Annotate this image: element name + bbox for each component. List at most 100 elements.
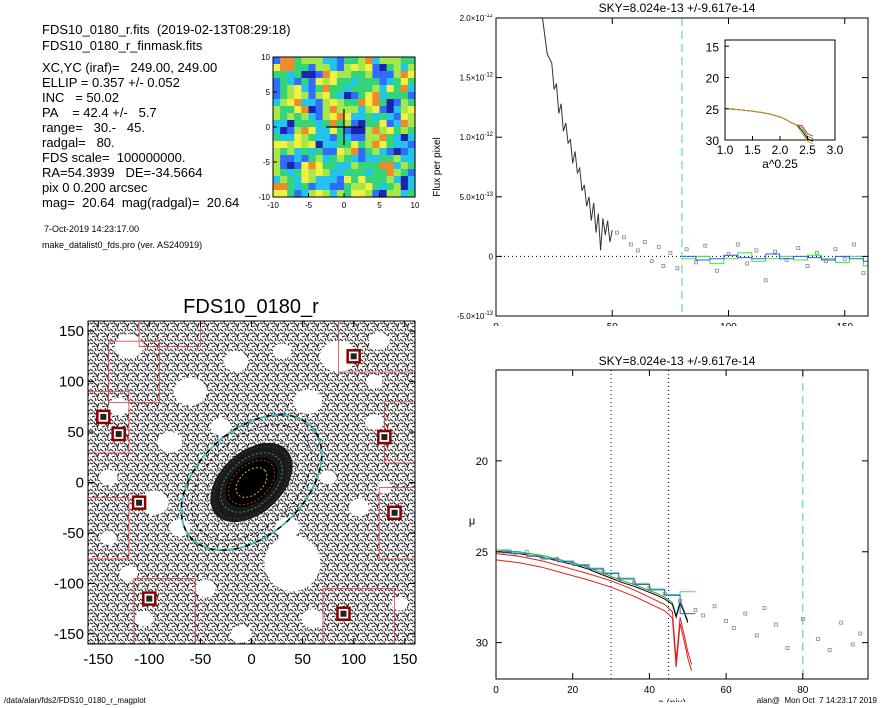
mu-xtick-label: 80 <box>797 685 809 696</box>
heatmap-cell <box>273 127 281 135</box>
heatmap-cell <box>400 120 409 128</box>
heatmap-cell <box>407 113 416 121</box>
heatmap-cell <box>407 155 416 163</box>
image-xtick-label: -50 <box>190 651 212 668</box>
flux-ytick-mantissa: 1.5×10 <box>460 74 485 83</box>
heatmap-cell <box>329 176 338 184</box>
heatmap-cell <box>407 148 416 156</box>
heatmap-cell <box>322 99 331 107</box>
flux-data-point <box>656 244 661 249</box>
heatmap-cell <box>308 141 317 149</box>
heatmap-cell <box>386 92 395 100</box>
heatmap-cell <box>280 155 288 163</box>
heatmap-cell <box>351 106 359 114</box>
mu-upper-bound-2 <box>495 559 693 671</box>
mask-hole <box>369 332 390 350</box>
heatmap-cell <box>280 169 288 177</box>
flux-data-point <box>735 242 740 247</box>
heatmap-cell <box>329 134 338 142</box>
mask-hole <box>114 334 144 359</box>
heatmap-cell <box>407 71 416 79</box>
heatmap-cell <box>308 64 317 72</box>
heatmap-cell <box>344 176 352 184</box>
heatmap-cell <box>336 183 345 191</box>
isophote-ellipse <box>213 445 290 520</box>
inset-xtick-label: 2.5 <box>799 143 816 157</box>
heatmap-cell <box>407 85 416 93</box>
image-ytick-label: -50 <box>62 525 84 542</box>
heatmap-cell <box>287 64 295 72</box>
heatmap-cell <box>308 134 317 142</box>
heatmap-cell <box>322 113 331 121</box>
heatmap-cell <box>287 148 295 156</box>
heatmap-cell <box>372 162 381 170</box>
heatmap-cell <box>358 120 366 128</box>
heatmap-cell <box>336 169 345 177</box>
mask-hole <box>272 343 292 360</box>
heatmap-cell <box>301 71 310 79</box>
image-xtick-label: -100 <box>134 651 164 668</box>
heatmap-cell <box>358 113 366 121</box>
heatmap-cell <box>329 120 338 128</box>
heatmap-cell <box>273 113 281 121</box>
flux-xtick-label: 100 <box>720 322 737 326</box>
image-xtick-label: 150 <box>392 651 417 668</box>
mu-data-point <box>662 591 667 596</box>
heatmap-cell <box>379 120 388 128</box>
heatmap-cell <box>322 183 331 191</box>
heatmap-cell <box>393 92 402 100</box>
heatmap-cell <box>344 71 352 79</box>
mask-hole <box>348 499 370 517</box>
heatmap-cell <box>407 120 416 128</box>
heatmap-cell <box>315 190 324 198</box>
mask-box <box>108 340 160 403</box>
heatmap-cell <box>351 85 359 93</box>
heatmap-cell <box>400 106 409 114</box>
flux-chart-title: SKY=8.024e-13 +/-9.617e-14 <box>598 1 756 15</box>
heatmap-cell <box>365 155 373 163</box>
heatmap-cell <box>379 57 388 65</box>
image-xtick-label: 100 <box>341 651 366 668</box>
heatmap-cell <box>393 148 402 156</box>
param-mag: mag= 20.64 mag(radgal)= 20.64 <box>42 195 240 210</box>
heatmap-cell <box>322 169 331 177</box>
heatmap-cell <box>308 155 317 163</box>
heatmap-cell <box>344 64 352 72</box>
heatmap-cell <box>407 64 416 72</box>
flux-data-point <box>661 264 666 268</box>
heatmap-cell <box>344 169 352 177</box>
heatmap-cell <box>322 120 331 128</box>
mask-hole <box>140 490 169 515</box>
image-xtick-label: 50 <box>294 651 311 668</box>
mu-profile-chart: 0 20 40 60 80 20 25 30 a (pix) μ <box>469 369 869 702</box>
mu-data-point <box>827 648 832 652</box>
heatmap-cell <box>322 155 331 163</box>
flux-ytick-exponent: -13 <box>484 311 493 317</box>
mu-data-point <box>762 606 767 611</box>
heatmap-cell <box>407 183 416 191</box>
heatmap-cell <box>322 64 331 72</box>
heatmap-cell <box>322 78 331 86</box>
flux-bin-blue <box>682 253 868 262</box>
heatmap-cell <box>344 148 352 156</box>
heatmap-cell <box>358 141 366 149</box>
heatmap-cell <box>358 148 366 156</box>
isophote-ellipse <box>227 459 276 506</box>
image-ytick-label: -150 <box>54 626 84 643</box>
heatmap-cell <box>315 134 324 142</box>
thumb-ytick-label: 10 <box>261 53 270 62</box>
mask-box <box>138 321 201 347</box>
heatmap-cell <box>280 148 288 156</box>
heatmap-cell <box>294 134 302 142</box>
heatmap-cell <box>308 99 317 107</box>
param-xcyc: XC,YC (iraf)= 249.00, 249.00 <box>42 60 218 75</box>
heatmap-cell <box>393 71 402 79</box>
inset-profile-line <box>724 108 814 145</box>
heatmap-cell <box>322 190 331 198</box>
mask-hole <box>391 596 408 611</box>
heatmap-cell <box>294 162 302 170</box>
mu-data-point <box>570 560 575 565</box>
heatmap-cell <box>351 176 359 184</box>
heatmap-cell <box>308 176 317 184</box>
mask-box <box>88 497 130 560</box>
